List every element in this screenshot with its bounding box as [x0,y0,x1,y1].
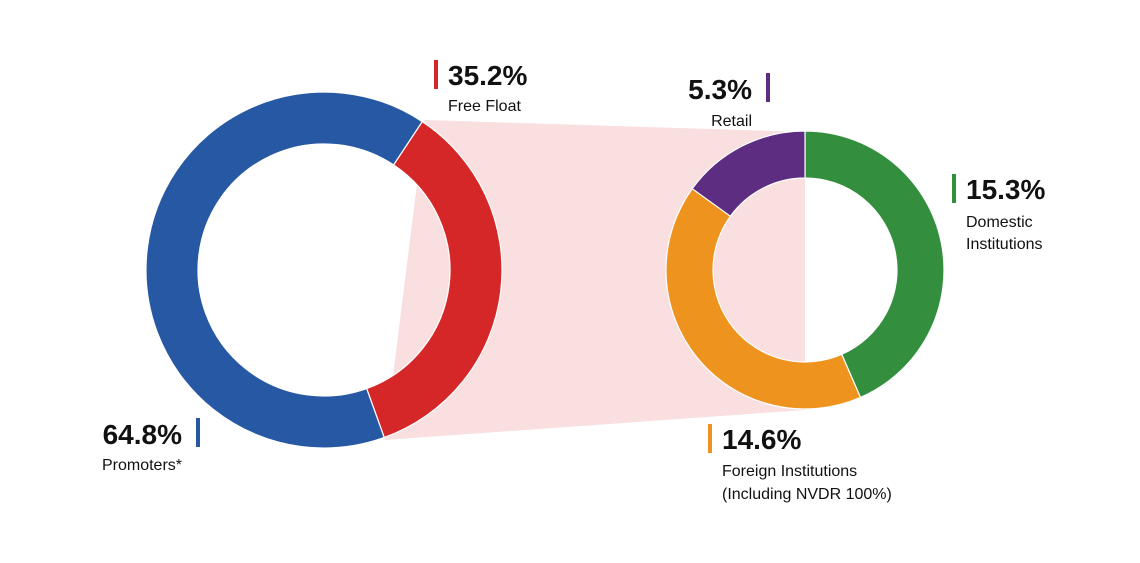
right-donut-slice-2 [691,130,806,218]
retail-label: Retail [711,113,752,130]
promoters-pct: 64.8% [103,419,182,450]
right-donut-slice-1 [665,187,862,410]
domestic-pct: 15.3% [966,174,1045,205]
foreign-label-line2: (Including NVDR 100%) [722,486,892,503]
foreign-pct: 14.6% [722,424,801,455]
free-float-pct: 35.2% [448,60,527,91]
right-donut-slice-0 [804,130,945,399]
right-donut [665,130,945,410]
left-donut-slice-1 [145,91,424,449]
foreign-label-line1: Foreign Institutions [722,463,857,480]
domestic-label-line2: Institutions [966,236,1042,253]
left-donut-slice-0 [365,120,503,439]
retail-marker [766,73,770,102]
promoters-marker [196,418,200,447]
retail-pct: 5.3% [688,74,752,105]
free-float-label: Free Float [448,98,521,115]
domestic-marker [952,174,956,203]
left-donut [145,91,503,449]
foreign-marker [708,424,712,453]
promoters-label: Promoters* [102,457,182,474]
free-float-marker [434,60,438,89]
domestic-label-line1: Domestic [966,214,1033,231]
